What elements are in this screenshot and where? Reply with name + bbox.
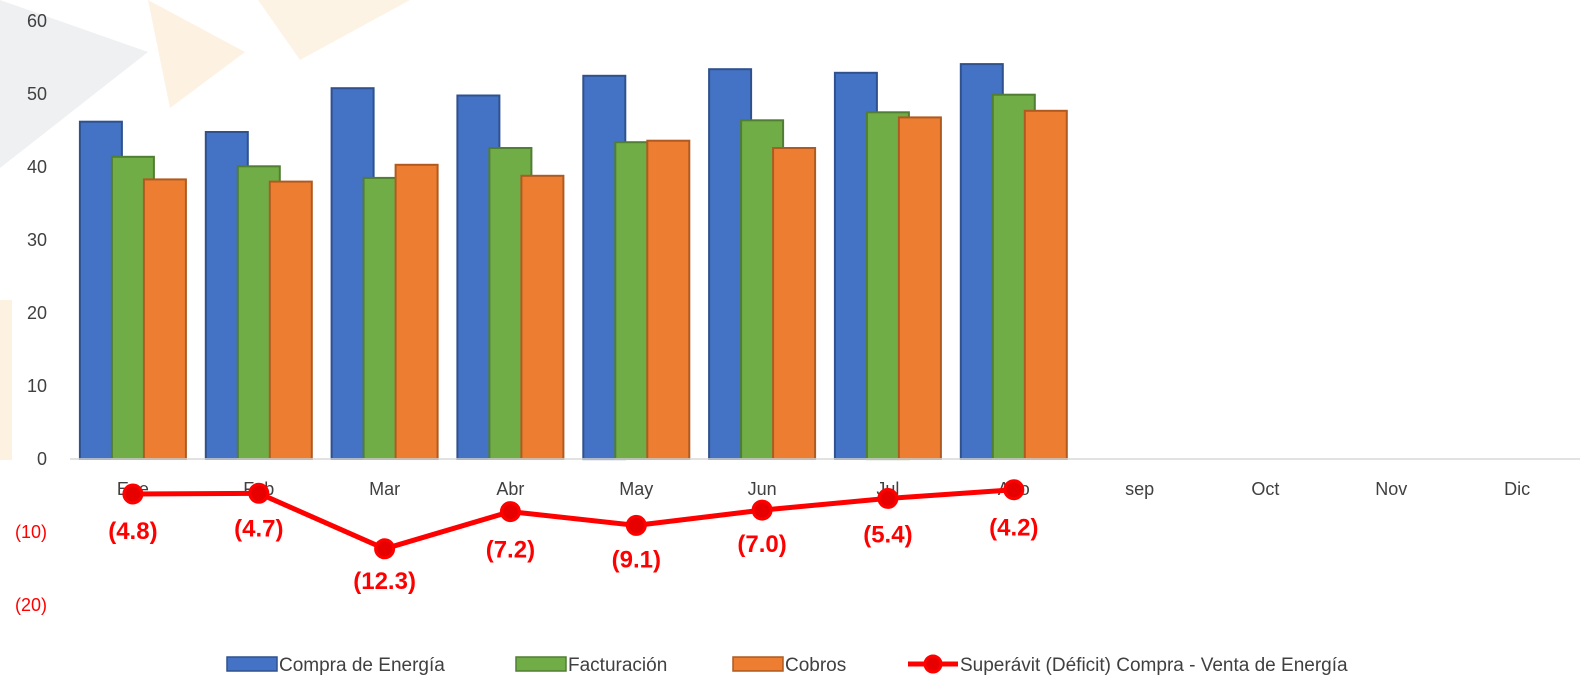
bar-cobros-jul — [897, 116, 942, 461]
legend-label: Superávit (Déficit) Compra - Venta de En… — [960, 655, 1348, 676]
bar-cobros-ene — [142, 178, 187, 460]
category-label: Nov — [1375, 479, 1407, 499]
legend-label: Cobros — [785, 655, 846, 676]
deficit-point-jun — [751, 499, 773, 521]
bar-cobros-jun — [772, 147, 817, 460]
deficit-data-label: (4.7) — [234, 515, 283, 542]
y-tick-label: 20 — [27, 303, 47, 323]
y-tick-label: 0 — [37, 449, 47, 469]
category-label: Oct — [1251, 479, 1279, 499]
bar-cobros-mar — [394, 163, 439, 461]
deficit-data-label: (12.3) — [353, 568, 416, 595]
legend-swatch — [515, 656, 567, 672]
legend-label: Facturación — [568, 655, 667, 676]
category-label: sep — [1125, 479, 1154, 499]
deficit-point-may — [625, 514, 647, 536]
bar-cobros-feb — [268, 180, 313, 460]
bars — [78, 63, 1068, 461]
deficit-data-label: (9.1) — [612, 546, 661, 573]
y-tick-label: 60 — [27, 11, 47, 31]
category-label: Jun — [748, 479, 777, 499]
deficit-point-feb — [248, 482, 270, 504]
category-label: Mar — [369, 479, 400, 499]
deficit-data-label: (4.8) — [108, 518, 157, 545]
legend-swatch — [732, 656, 784, 672]
deficit-point-mar — [374, 538, 396, 560]
y-tick-label: 50 — [27, 84, 47, 104]
legend-marker — [923, 654, 943, 674]
deficit-line — [132, 487, 1014, 552]
deficit-data-label: (7.0) — [737, 531, 786, 558]
y-negative-tick-label: (10) — [15, 522, 47, 542]
category-label: Abr — [496, 479, 524, 499]
bar-cobros-ago — [1023, 109, 1068, 461]
y-tick-label: 10 — [27, 376, 47, 396]
deficit-data-label: (5.4) — [863, 521, 912, 548]
y-negative-tick-label: (20) — [15, 595, 47, 615]
legend-swatch — [226, 656, 278, 672]
deficit-point-abr — [499, 501, 521, 523]
bar-cobros-abr — [520, 174, 565, 461]
category-labels: EneFebMarAbrMayJunJulAgosepOctNovDic — [117, 479, 1530, 499]
y-axis: 60 50 40 30 20 10 0 (10) (20) — [15, 11, 47, 615]
deficit-data-label: (7.2) — [486, 537, 535, 564]
deficit-point-jul — [877, 487, 899, 509]
deficit-point-ene — [122, 483, 144, 505]
legend: Compra de Energía Facturación Cobros Superá… — [226, 654, 1348, 676]
legend-label: Compra de Energía — [279, 655, 445, 676]
deficit-data-label: (4.2) — [989, 515, 1038, 542]
category-label: Dic — [1504, 479, 1530, 499]
deficit-line-series: (4.8) (4.7) (12.3) (7.2) (9.1) (7.0) (5.4) (4.2… — [108, 479, 1038, 595]
category-label: May — [619, 479, 653, 499]
y-tick-label: 40 — [27, 157, 47, 177]
deficit-point-ago — [1003, 479, 1025, 501]
background-decoration — [0, 0, 410, 460]
y-tick-label: 30 — [27, 230, 47, 250]
bar-cobros-may — [646, 139, 691, 460]
